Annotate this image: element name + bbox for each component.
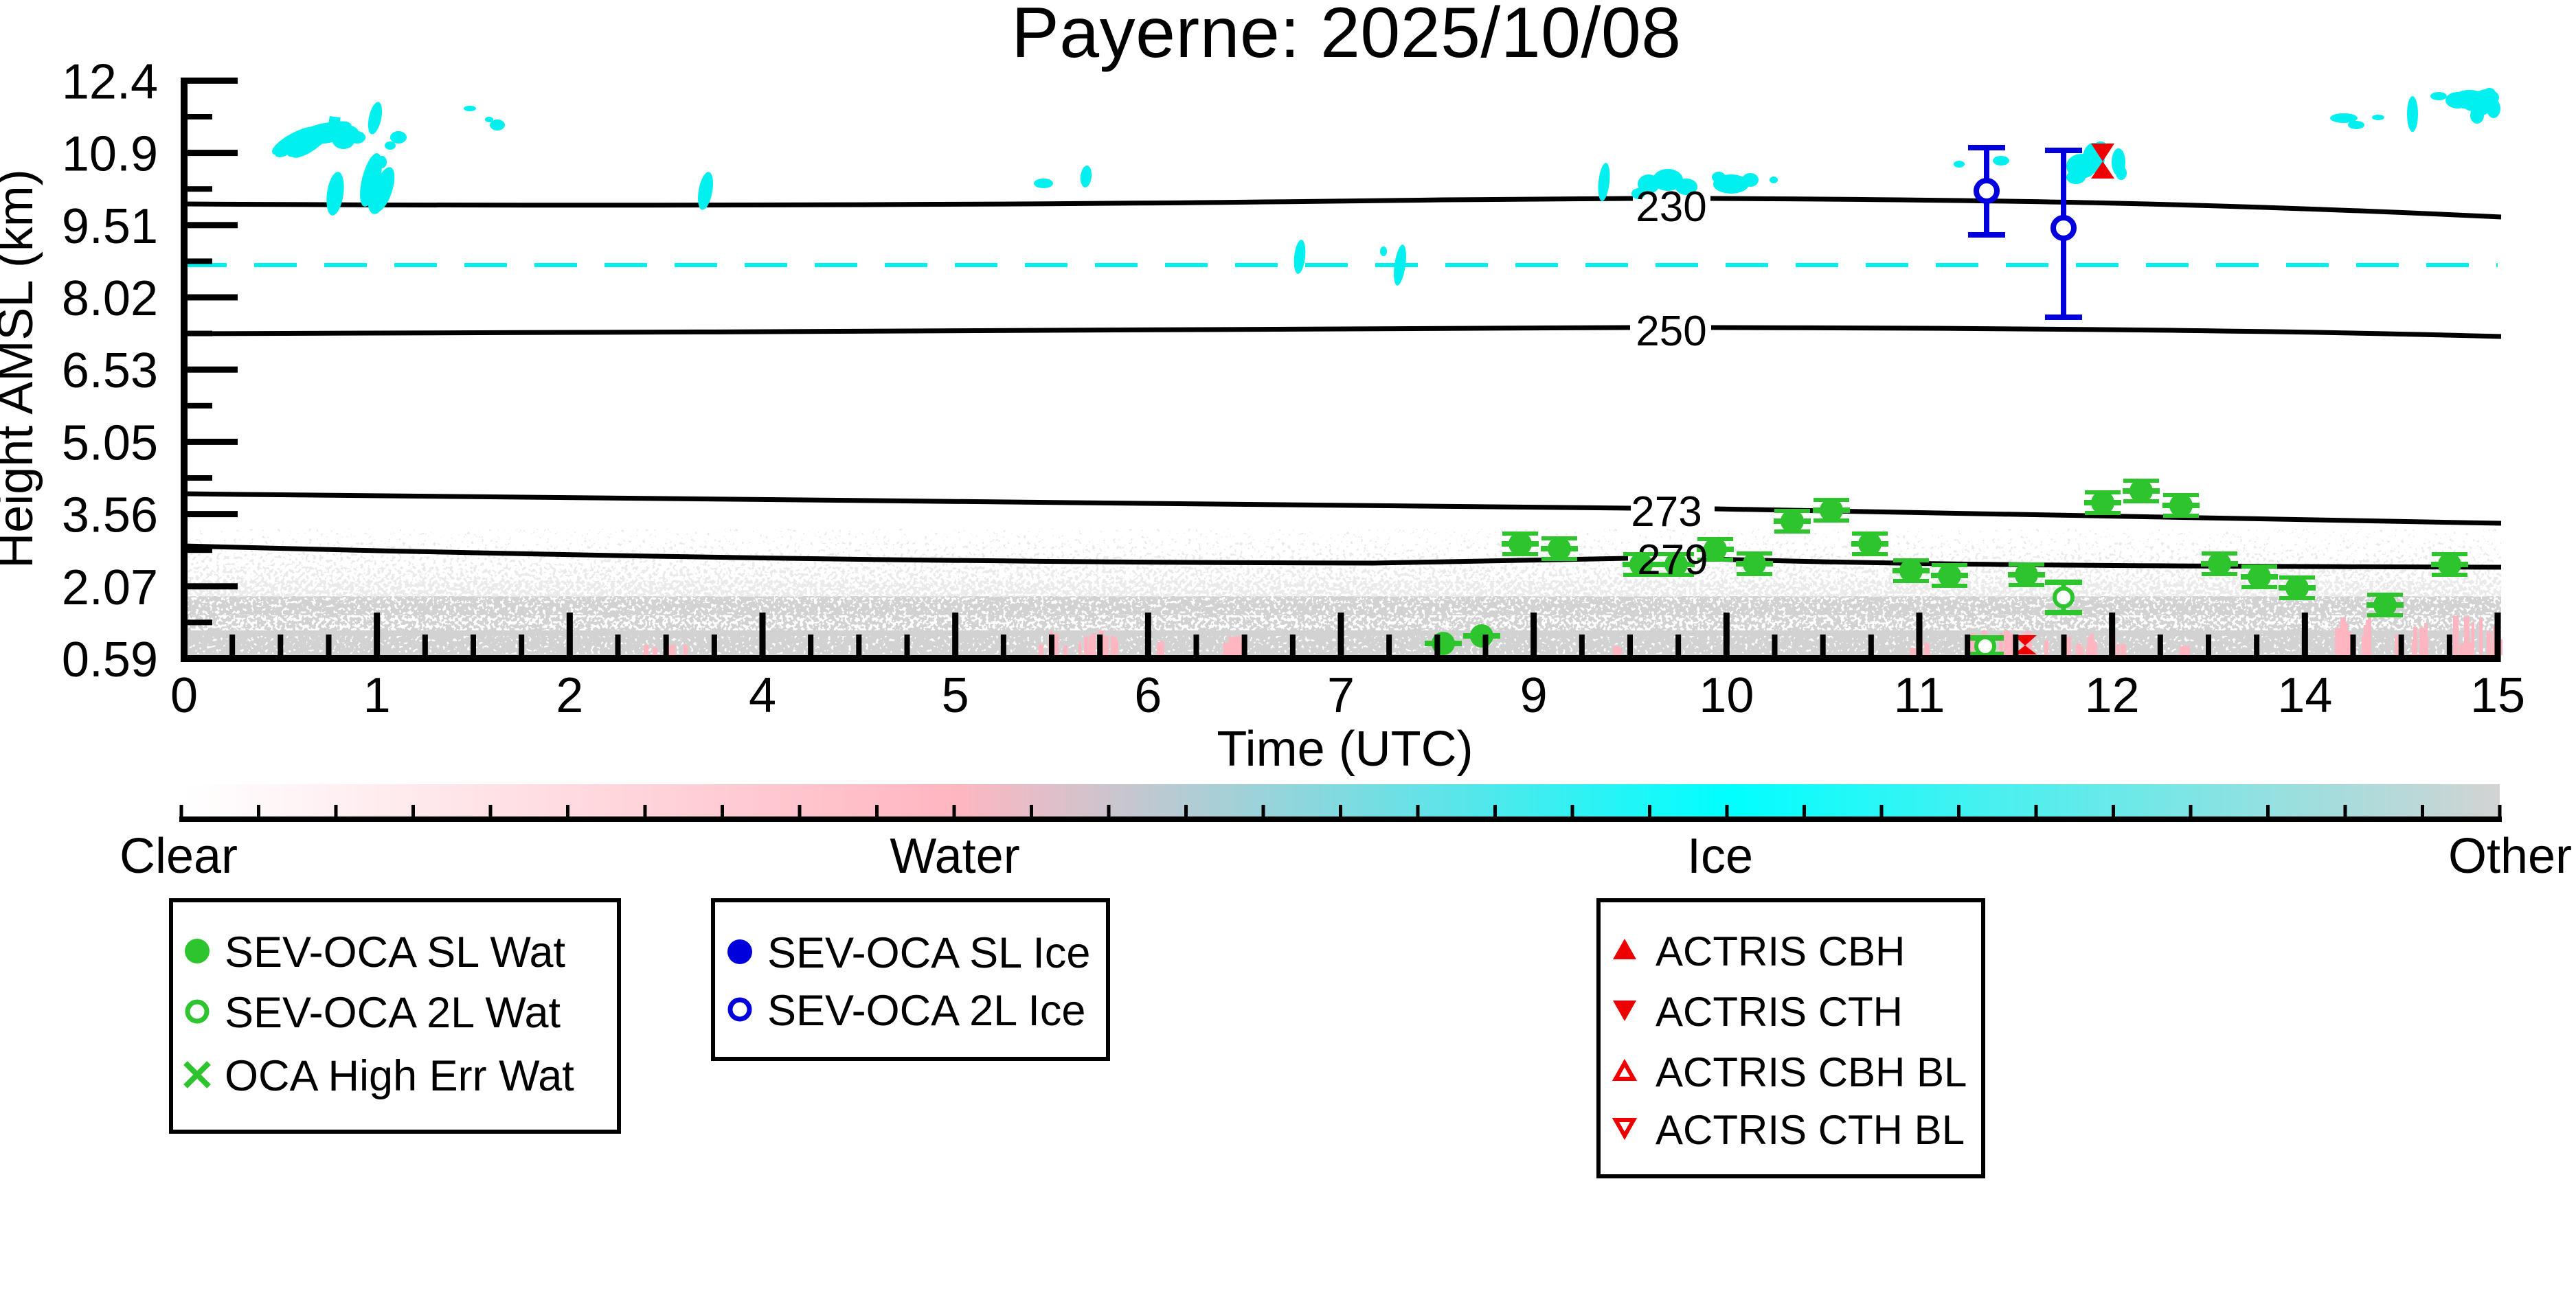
svg-text:14: 14 xyxy=(2277,668,2332,723)
svg-text:8.02: 8.02 xyxy=(62,271,158,326)
svg-text:0: 0 xyxy=(170,668,198,723)
svg-text:SEV-OCA 2L Wat: SEV-OCA 2L Wat xyxy=(225,989,561,1037)
svg-text:ACTRIS CBH: ACTRIS CBH xyxy=(1656,928,1905,974)
svg-text:Ice: Ice xyxy=(1687,829,1753,884)
svg-text:Other: Other xyxy=(2448,829,2572,884)
svg-text:ACTRIS CTH: ACTRIS CTH xyxy=(1656,989,1903,1035)
svg-text:15: 15 xyxy=(2470,668,2525,723)
svg-text:SEV-OCA 2L Ice: SEV-OCA 2L Ice xyxy=(767,987,1085,1035)
svg-text:Payerne: 2025/10/08: Payerne: 2025/10/08 xyxy=(1011,0,1681,73)
svg-text:3.56: 3.56 xyxy=(62,488,158,543)
svg-text:Height AMSL (km): Height AMSL (km) xyxy=(0,169,43,568)
svg-text:10.9: 10.9 xyxy=(62,127,158,182)
svg-text:12: 12 xyxy=(2085,668,2140,723)
svg-text:11: 11 xyxy=(1894,668,1945,723)
svg-text:279: 279 xyxy=(1637,536,1708,584)
svg-text:Water: Water xyxy=(890,829,1019,884)
svg-text:ACTRIS CTH BL: ACTRIS CTH BL xyxy=(1656,1107,1965,1153)
svg-text:SEV-OCA SL Wat: SEV-OCA SL Wat xyxy=(225,928,565,976)
svg-text:SEV-OCA SL Ice: SEV-OCA SL Ice xyxy=(767,929,1090,977)
svg-text:2: 2 xyxy=(556,668,583,723)
svg-text:Clear: Clear xyxy=(120,829,238,884)
svg-text:4: 4 xyxy=(749,668,776,723)
svg-text:0.59: 0.59 xyxy=(62,632,158,687)
svg-text:250: 250 xyxy=(1636,308,1706,355)
svg-text:230: 230 xyxy=(1636,183,1706,231)
svg-text:273: 273 xyxy=(1631,488,1702,536)
svg-text:6: 6 xyxy=(1134,668,1162,723)
svg-text:Time (UTC): Time (UTC) xyxy=(1217,722,1473,777)
svg-text:2.07: 2.07 xyxy=(62,560,158,615)
svg-text:1: 1 xyxy=(363,668,391,723)
svg-text:12.4: 12.4 xyxy=(62,54,158,109)
svg-text:9.51: 9.51 xyxy=(62,199,158,254)
svg-text:10: 10 xyxy=(1699,668,1754,723)
svg-text:OCA High Err Wat: OCA High Err Wat xyxy=(225,1052,574,1100)
svg-text:5: 5 xyxy=(942,668,969,723)
svg-text:ACTRIS CBH BL: ACTRIS CBH BL xyxy=(1656,1049,1967,1095)
svg-text:7: 7 xyxy=(1327,668,1355,723)
svg-text:6.53: 6.53 xyxy=(62,343,158,398)
svg-text:5.05: 5.05 xyxy=(62,415,158,470)
svg-text:9: 9 xyxy=(1520,668,1548,723)
